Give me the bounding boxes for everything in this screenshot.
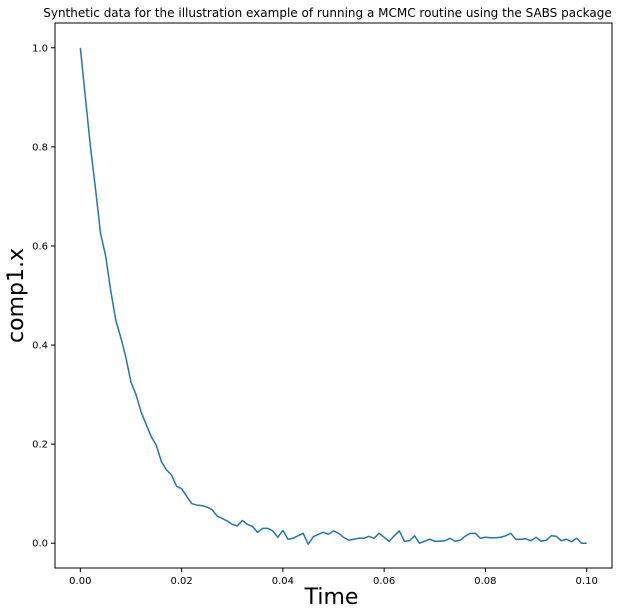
x-tick-label: 0.06 <box>373 576 395 587</box>
y-tick-label: 0.4 <box>32 341 48 352</box>
series-line <box>79 47 587 545</box>
x-tick-label: 0.02 <box>170 576 192 587</box>
x-tick-label: 0.00 <box>69 576 91 587</box>
x-axis-label: Time <box>304 585 359 610</box>
y-tick-label: 0.8 <box>32 142 48 153</box>
y-axis-label: comp1.x <box>4 248 29 343</box>
x-tick-label: 0.10 <box>576 576 598 587</box>
plot-frame <box>54 22 613 569</box>
x-tick-label: 0.08 <box>474 576 496 587</box>
series-layer <box>79 47 587 545</box>
y-tick-label: 0.2 <box>32 440 48 451</box>
chart-title: Synthetic data for the illustration exam… <box>43 6 612 20</box>
y-tick-label: 1.0 <box>32 43 48 54</box>
x-tick-label: 0.04 <box>272 576 294 587</box>
y-tick-label: 0.0 <box>32 539 48 550</box>
y-tick-label: 0.6 <box>32 241 48 252</box>
y-axis: 0.0 0.2 0.4 0.6 0.8 1.0 <box>32 43 55 550</box>
x-axis: 0.00 0.02 0.04 0.06 0.08 0.10 <box>69 568 598 587</box>
